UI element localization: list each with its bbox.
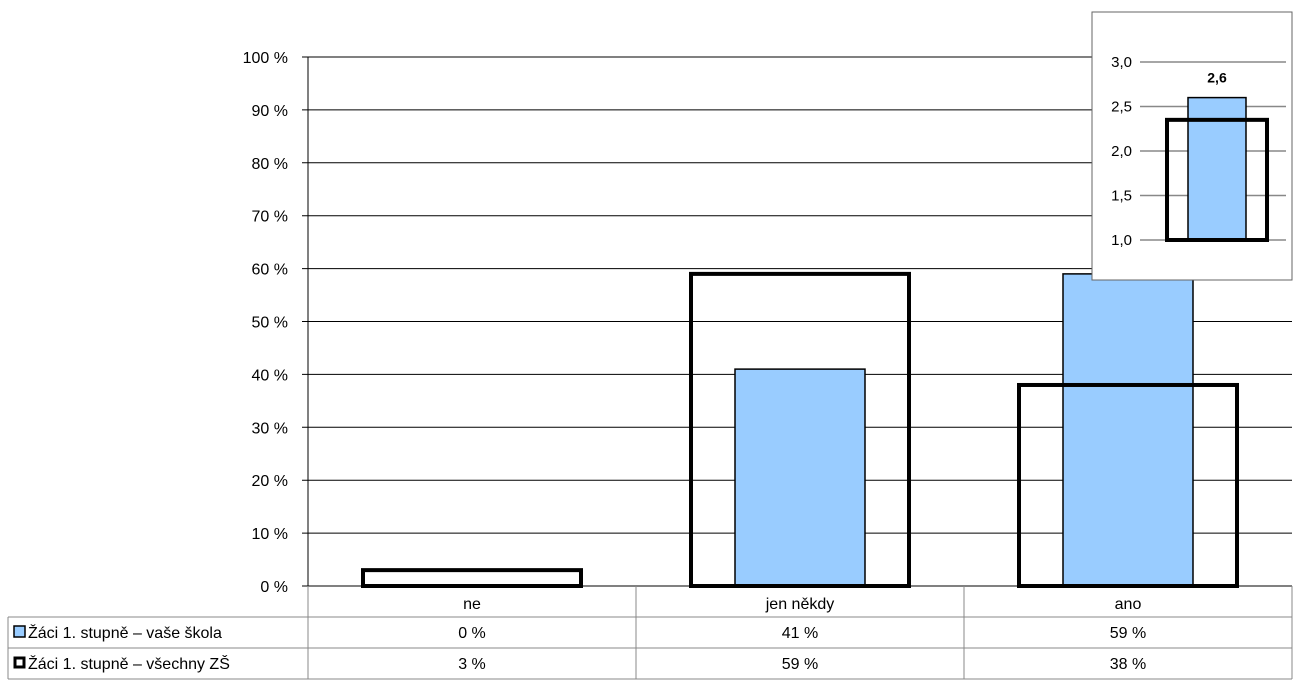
y-tick-label: 30 % [252, 420, 288, 437]
y-tick-label: 10 % [252, 526, 288, 543]
y-tick-label: 100 % [243, 50, 288, 67]
y-tick-label: 90 % [252, 103, 288, 120]
inset-tick-label: 2,0 [1111, 143, 1132, 160]
y-tick-label: 20 % [252, 473, 288, 490]
data-value-label: 59 % [1110, 625, 1146, 642]
y-tick-label: 70 % [252, 209, 288, 226]
bars [361, 271, 1239, 589]
bar-vsechny-zs [361, 568, 583, 589]
data-value-label: 38 % [1110, 656, 1146, 673]
category-label: jen někdy [765, 596, 835, 613]
y-tick-label: 50 % [252, 315, 288, 332]
y-tick-label: 80 % [252, 156, 288, 173]
y-axis: 0 % 10 % 20 % 30 % 40 % 50 % 60 % 70 % 80 % 90 % 1… [243, 50, 965, 596]
data-value-label: 59 % [782, 656, 818, 673]
inset-value-box [1187, 63, 1247, 90]
y-tick-label: 40 % [252, 367, 288, 384]
series-name: Žáci 1. stupně – všechny ZŠ [28, 654, 230, 673]
data-table: ne jen někdy ano Žáci 1. stupně – vaše škol… [7, 585, 1293, 680]
data-value-label: 3 % [458, 656, 486, 673]
bar-vase-skola [1062, 273, 1194, 587]
data-value-label: 0 % [458, 625, 486, 642]
y-tick-label: 0 % [260, 579, 288, 596]
y-tick-label: 60 % [252, 262, 288, 279]
mean-inset: 1,0 1,5 2,0 2,5 3,0 2,6 [1091, 11, 1293, 281]
inset-value-label: 2,6 [1207, 70, 1227, 86]
inset-tick-label: 1,5 [1111, 188, 1132, 205]
category-label: ano [1115, 596, 1142, 613]
data-value-label: 41 % [782, 625, 818, 642]
category-label: ne [463, 596, 481, 613]
inset-bar-vsechny-zs [1165, 117, 1269, 242]
inset-tick-label: 2,5 [1111, 99, 1132, 116]
series-name: Žáci 1. stupně – vaše škola [28, 623, 222, 642]
legend-key-vsechny-zs [13, 656, 26, 669]
inset-tick-label: 1,0 [1111, 232, 1132, 249]
inset-tick-label: 3,0 [1111, 54, 1132, 71]
bar-vase-skola [734, 368, 866, 587]
legend-key-vase-skola [13, 625, 26, 638]
